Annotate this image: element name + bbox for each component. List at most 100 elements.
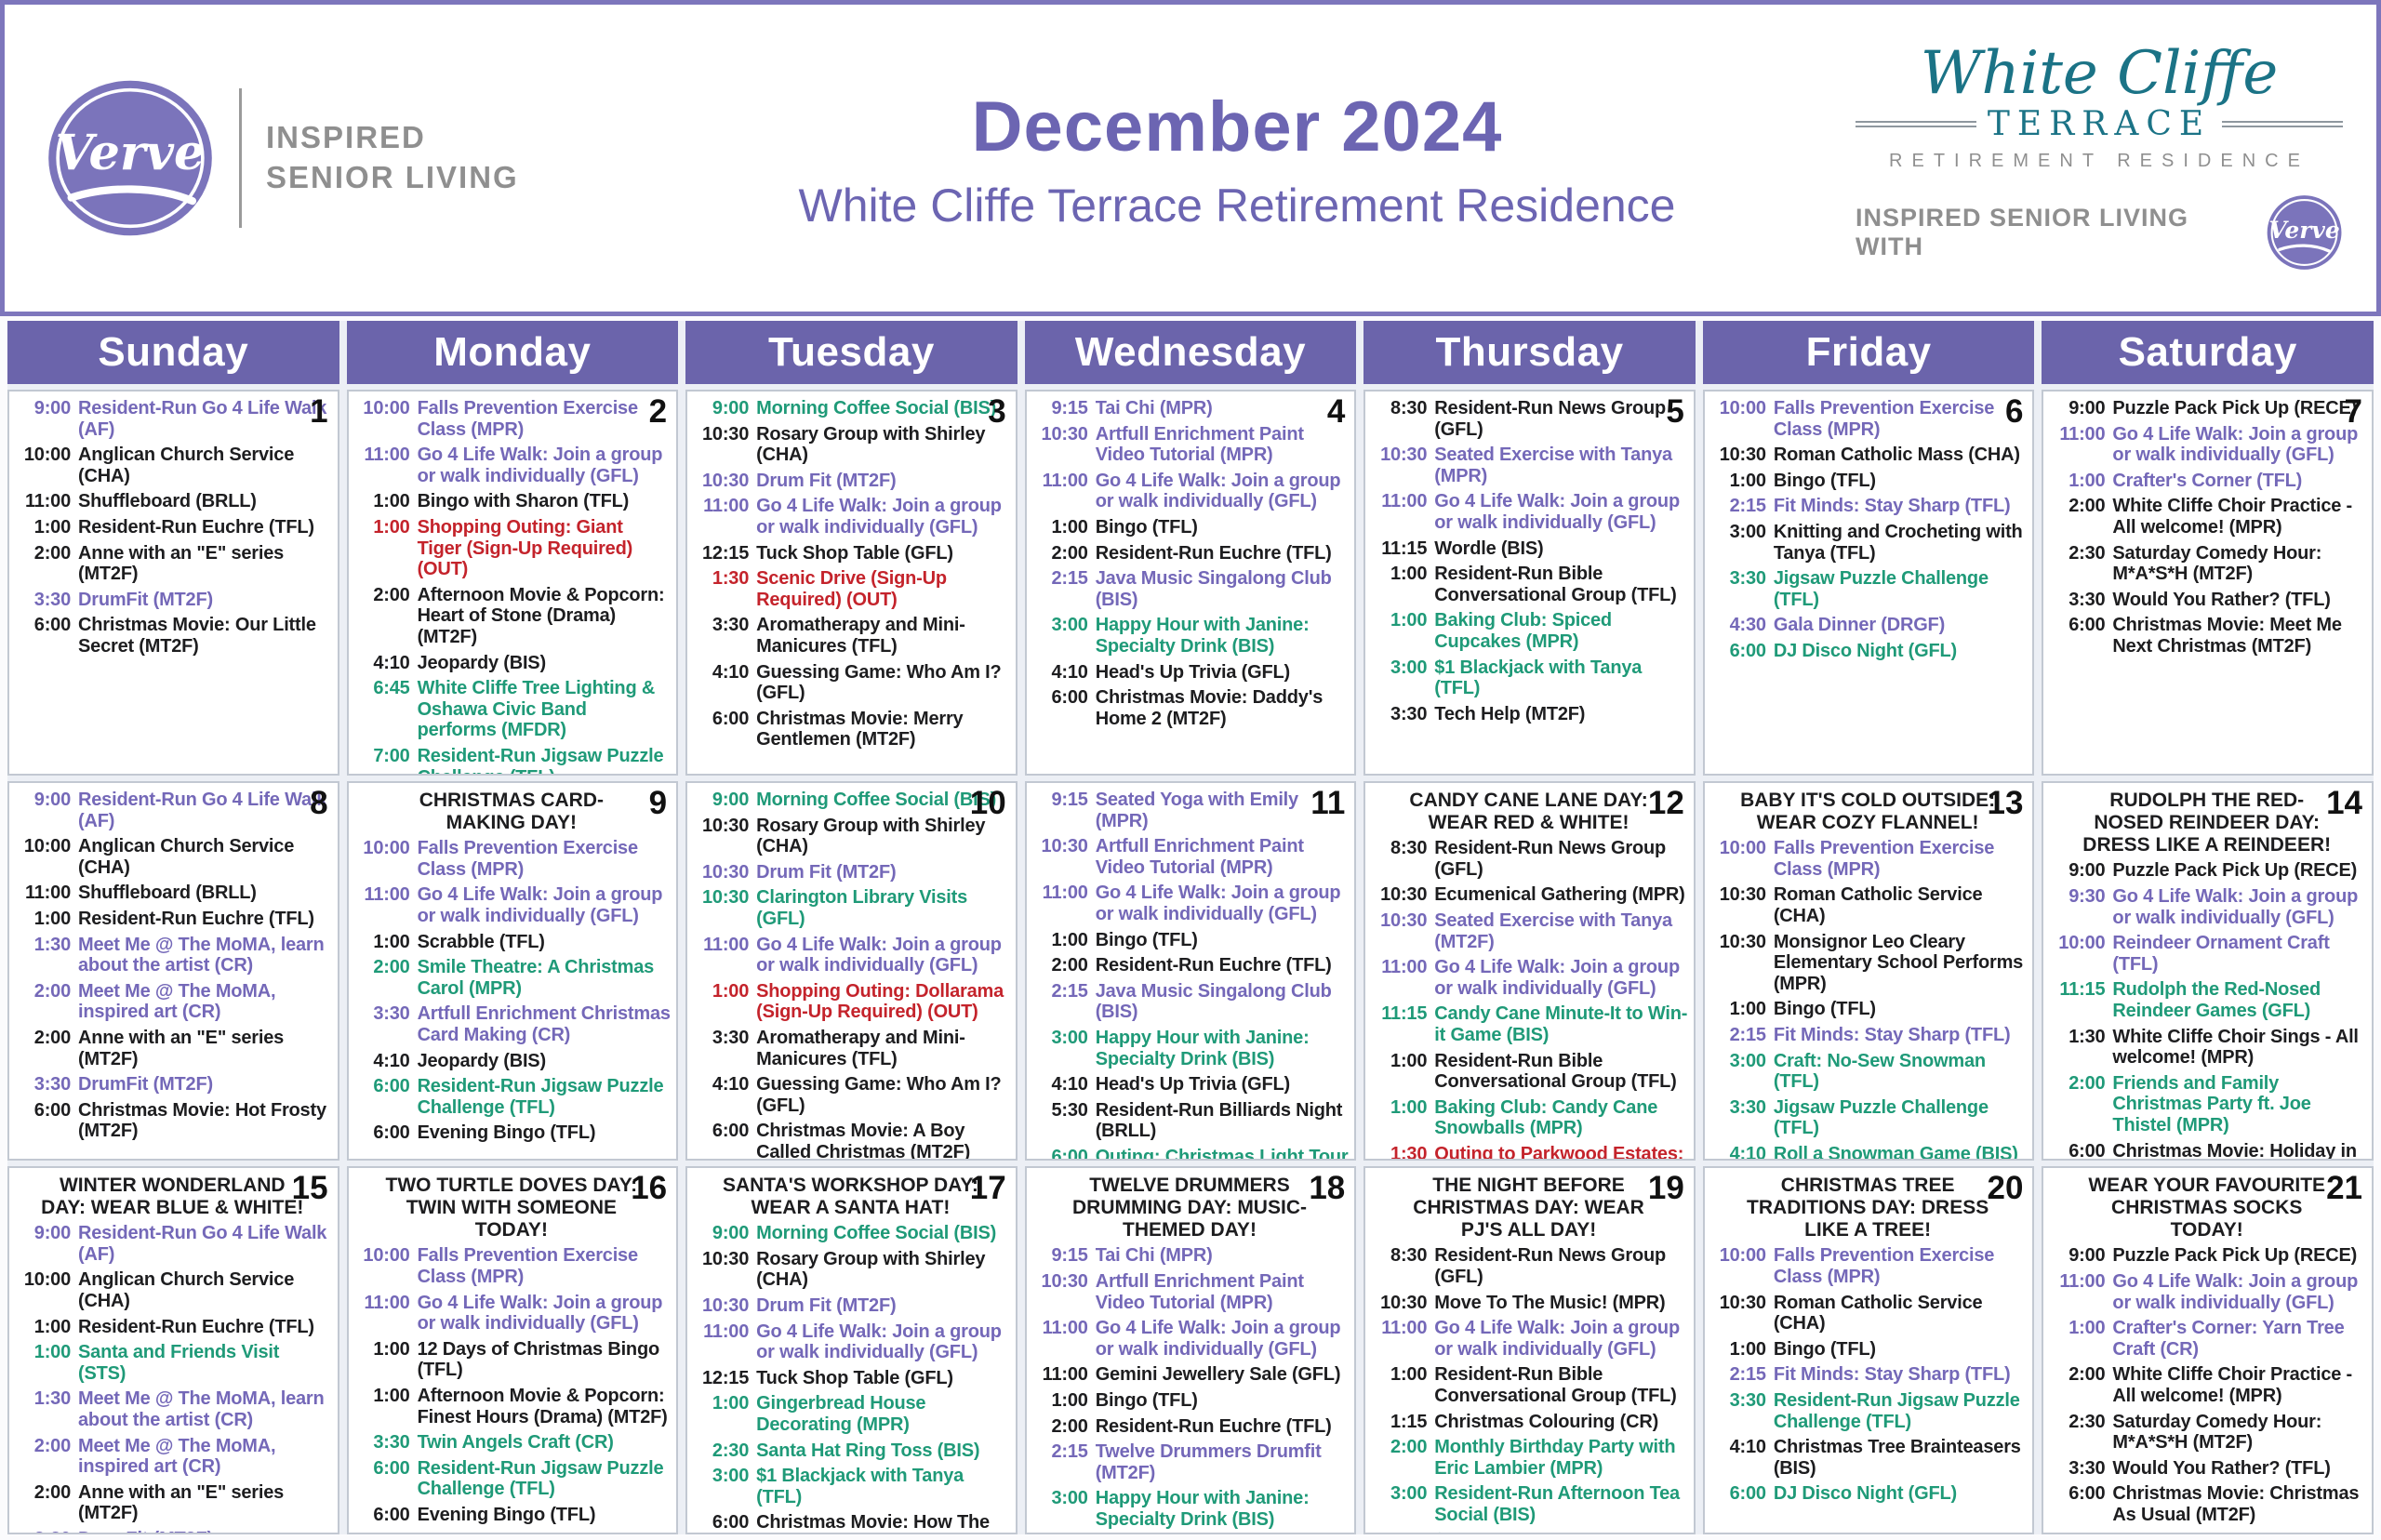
event-item: 10:30 Ecumenical Gathering (MPR) xyxy=(1369,884,1688,906)
event-item: 3:00 Happy Hour with Janine: Specialty Dr… xyxy=(1031,1488,1350,1530)
event-time: 6:00 xyxy=(33,1099,71,1121)
event-time: 11:00 xyxy=(364,445,410,466)
event-item: 11:00 Go 4 Life Walk: Join a group or wal… xyxy=(1031,883,1350,924)
event-item: 10:30 Rosary Group with Shirley (CHA) xyxy=(691,424,1010,466)
event-item: 10:30 Monsignor Leo Cleary Elementary Sch… xyxy=(1709,932,2028,995)
event-text: Friends and Family Christmas Party ft. J… xyxy=(2112,1072,2311,1135)
event-text: Shopping Outing: Dollarama (Sign-Up Requ… xyxy=(756,980,1004,1023)
event-time: 3:30 xyxy=(33,1074,71,1095)
event-text: Crafter's Corner (TFL) xyxy=(2112,470,2303,491)
day-cell-16: 16 TWO TURTLE DOVES DAY: TWIN WITH SOMEON… xyxy=(346,1166,679,1534)
event-item: 4:10 Jeopardy (BIS) xyxy=(352,653,672,674)
event-text: White Cliffe Choir Practice - All welcom… xyxy=(2112,496,2352,538)
event-time: 9:15 xyxy=(1051,1245,1088,1267)
event-time: 2:30 xyxy=(712,1440,750,1461)
event-text: Java Music Singalong Club (BIS) xyxy=(1095,568,1332,610)
event-time: 10:00 xyxy=(1719,398,1766,418)
event-text: Anne with an "E" series (MT2F) xyxy=(78,542,285,585)
event-text: $1 Blackjack with Tanya (TFL) xyxy=(1434,1531,1688,1533)
event-item: 10:30 Artfull Enrichment Paint Video Tuto… xyxy=(1031,1271,1350,1313)
event-item: 1:30 Meet Me @ The MoMA, learn about the … xyxy=(13,935,332,976)
event-text: DrumFit (MT2F) xyxy=(78,1074,213,1095)
event-time: 3:00 xyxy=(1051,1027,1088,1048)
event-text: 12 Days of Christmas Bingo (TFL) xyxy=(417,1338,660,1381)
event-item: 2:15 Fit Minds: Stay Sharp (TFL) xyxy=(1709,1025,2028,1046)
event-time: 3:00 xyxy=(1729,521,1766,542)
event-text: Resident-Run News Group (GFL) xyxy=(1434,398,1667,440)
event-item: 1:00 12 Days of Christmas Bingo (TFL) xyxy=(352,1339,672,1381)
event-time: 11:00 xyxy=(1381,1318,1428,1339)
event-item: 1:00 Bingo (TFL) xyxy=(1031,1390,1350,1412)
event-time: 2:00 xyxy=(1051,542,1088,564)
event-text: Artfull Enrichment Paint Video Tutorial … xyxy=(1095,836,1304,878)
event-text: Ecumenical Gathering (MPR) xyxy=(1434,884,1685,906)
event-time: 10:30 xyxy=(1380,1292,1428,1313)
event-time: 1:00 xyxy=(712,980,750,1002)
terrace-rule-left xyxy=(1856,121,1976,127)
event-text: Meet Me @ The MoMA, inspired art (CR) xyxy=(78,1435,276,1478)
event-text: Bingo with Sharon (TFL) xyxy=(417,491,630,512)
event-time: 1:00 xyxy=(712,1393,750,1414)
event-time: 11:00 xyxy=(364,884,410,906)
event-item: 3:30 Artfull Enrichment Christmas Card Ma… xyxy=(352,1003,672,1045)
event-text: Craft: No-Sew Snowman (TFL) xyxy=(1773,1050,1986,1093)
event-text: Puzzle Pack Pick Up (RECE) xyxy=(2112,398,2358,418)
event-text: Santa Hat Ring Toss (BIS) xyxy=(756,1440,980,1461)
event-time: 2:00 xyxy=(33,980,71,1002)
event-item: 8:30 Resident-Run News Group (GFL) xyxy=(1369,398,1688,440)
event-time: 10:30 xyxy=(701,861,750,883)
day-number: 1 xyxy=(310,393,328,430)
event-text: Drum Fit (MT2F) xyxy=(756,861,897,883)
event-item: 3:30 DrumFit (MT2F) xyxy=(13,1074,332,1095)
event-time: 6:00 xyxy=(712,708,750,729)
event-item: 3:30 DrumFit (MT2F) xyxy=(13,1529,332,1533)
event-text: Shuffleboard (BRLL) xyxy=(78,883,257,904)
event-time: 10:30 xyxy=(701,470,750,491)
event-time: 6:00 xyxy=(2068,1140,2106,1161)
day-number: 4 xyxy=(1326,393,1346,430)
event-time: 1:00 xyxy=(1729,470,1766,491)
event-time: 2:00 xyxy=(373,584,410,605)
event-item: 2:00 Meet Me @ The MoMA, inspired art (CR… xyxy=(13,981,332,1023)
event-time: 10:30 xyxy=(701,887,750,909)
month-title: December 2024 xyxy=(971,87,1503,167)
day-theme: SANTA'S WORKSHOP DAY: WEAR A SANTA HAT! xyxy=(722,1175,978,1219)
event-item: 9:30 Go 4 Life Walk: Join a group or walk… xyxy=(2047,886,2366,928)
event-text: Outing to Parkwood Estates: Christmas Tr… xyxy=(1434,1144,1684,1161)
event-item: 2:00 Anne with an "E" series (MT2F) xyxy=(13,543,332,585)
event-item: 1:30 Outing to Parkwood Estates: Christma… xyxy=(1369,1144,1688,1161)
day-cell-10: 10 9:00 Morning Coffee Social (BIS) 10:30 Ro… xyxy=(685,781,1018,1161)
event-time: 1:00 xyxy=(1390,610,1428,631)
day-cell-13: 13 BABY IT'S COLD OUTSIDE: WEAR COZY FLAN… xyxy=(1702,781,2035,1161)
event-text: Anglican Church Service (CHA) xyxy=(78,836,295,878)
event-item: 10:30 Artfull Enrichment Paint Video Tuto… xyxy=(1031,836,1350,878)
day-number: 9 xyxy=(648,785,668,821)
day-cell-14: 14 RUDOLPH THE RED-NOSED REINDEER DAY: DR… xyxy=(2042,781,2374,1161)
event-item: 4:10 Guessing Game: Who Am I? (GFL) xyxy=(691,662,1010,704)
event-text: Christmas Colouring (CR) xyxy=(1434,1411,1659,1432)
event-item: 1:15 Christmas Colouring (CR) xyxy=(1369,1412,1688,1433)
event-item: 11:15 Candy Cane Minute-It to Win-it Game… xyxy=(1369,1003,1688,1045)
event-time: 2:15 xyxy=(1051,1441,1088,1463)
event-text: Resident-Run Euchre (TFL) xyxy=(1095,955,1332,976)
event-text: Christmas Movie: A Boy Called Christmas … xyxy=(756,1121,971,1161)
event-item: 9:15 Tai Chi (MPR) xyxy=(1031,1245,1350,1267)
event-item: 10:00 Anglican Church Service (CHA) xyxy=(13,1269,332,1311)
event-text: Resident-Run Afternoon Tea Social (BIS) xyxy=(1434,1483,1680,1525)
day-cell-20: 20 CHRISTMAS TREE TRADITIONS DAY: DRESS L… xyxy=(1702,1166,2035,1534)
event-text: Artfull Enrichment Paint Video Tutorial … xyxy=(1095,423,1304,466)
event-text: White Cliffe Choir Practice - All welcom… xyxy=(2112,1364,2352,1406)
event-time: 2:15 xyxy=(1051,568,1088,590)
event-time: 6:00 xyxy=(1729,1483,1766,1505)
day-number: 7 xyxy=(2344,393,2362,430)
event-time: 3:00 xyxy=(1390,1483,1428,1505)
event-item: 2:00 Anne with an "E" series (MT2F) xyxy=(13,1028,332,1069)
event-time: 11:00 xyxy=(1042,1318,1088,1339)
event-text: Tai Chi (MPR) xyxy=(1095,398,1213,418)
event-text: Resident-Run News Group (GFL) xyxy=(1434,838,1667,880)
event-item: 10:30 Artfull Enrichment Paint Video Tuto… xyxy=(1031,424,1350,466)
day-number: 19 xyxy=(1647,1170,1684,1206)
event-item: 12:15 Tuck Shop Table (GFL) xyxy=(691,1368,1010,1389)
event-item: 1:00 Bingo (TFL) xyxy=(1709,999,2028,1020)
event-text: Head's Up Trivia (GFL) xyxy=(1095,661,1290,683)
